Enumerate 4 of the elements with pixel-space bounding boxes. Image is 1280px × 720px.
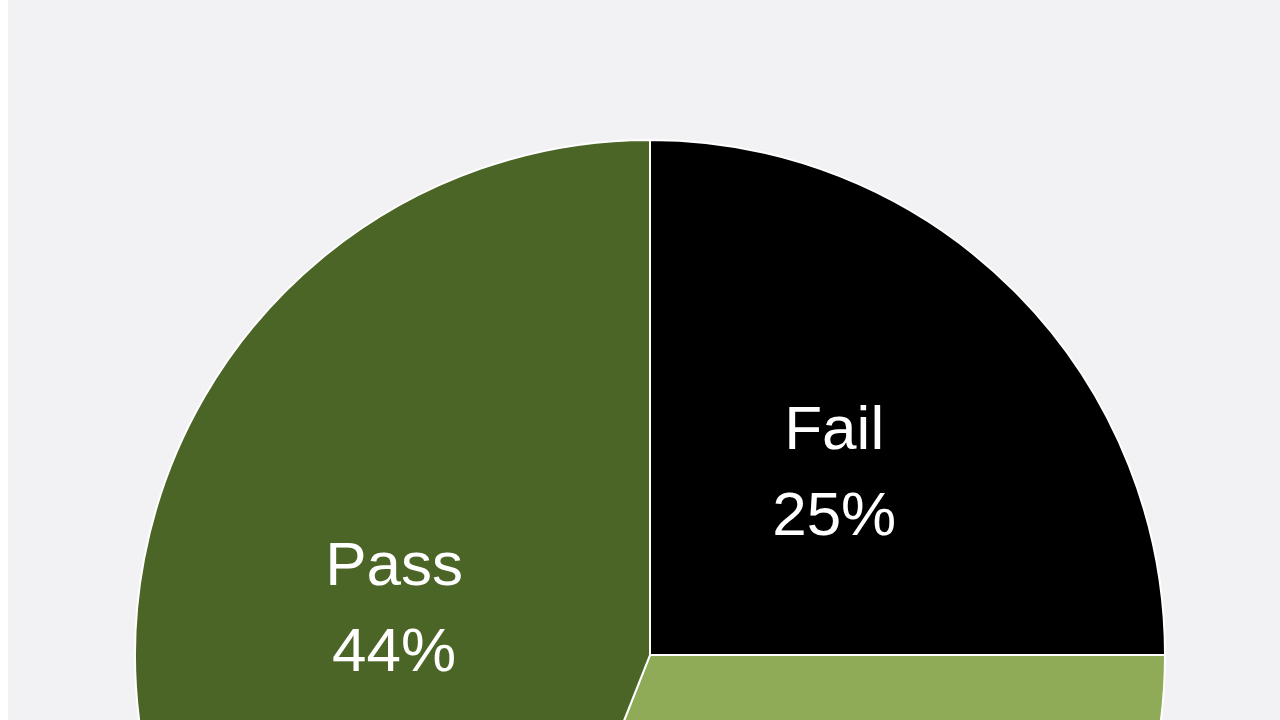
data-label: 25% bbox=[772, 479, 897, 549]
slice-label: Fail bbox=[784, 393, 885, 463]
slice-label: Pass bbox=[325, 528, 464, 598]
data-label: 44% bbox=[332, 614, 457, 684]
